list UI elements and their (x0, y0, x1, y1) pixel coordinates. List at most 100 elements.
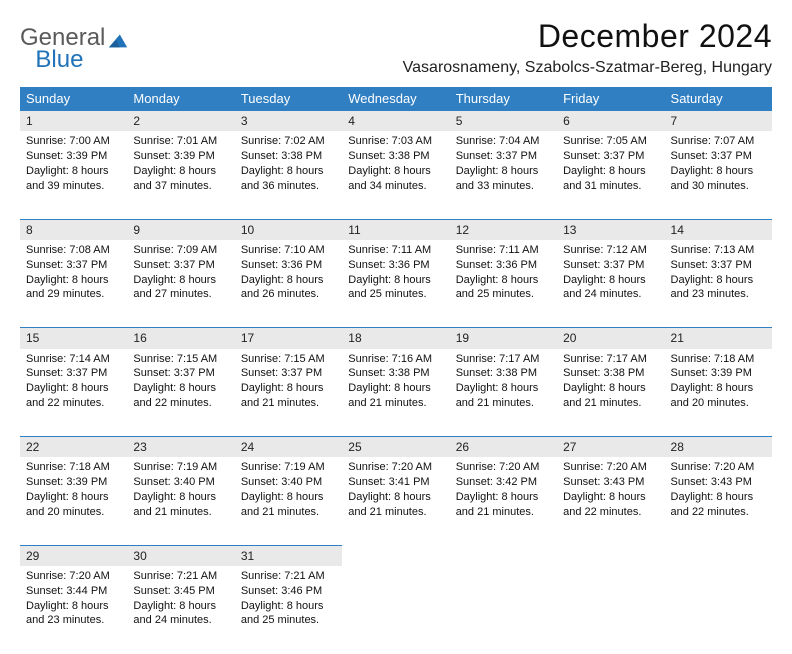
sunrise-line: Sunrise: 7:19 AM (241, 460, 336, 475)
calendar-table: SundayMondayTuesdayWednesdayThursdayFrid… (20, 87, 772, 654)
sunset-line: Sunset: 3:38 PM (456, 366, 551, 381)
day-detail-cell: Sunrise: 7:18 AMSunset: 3:39 PMDaylight:… (665, 349, 772, 437)
day-detail-cell: Sunrise: 7:04 AMSunset: 3:37 PMDaylight:… (450, 131, 557, 219)
daylight-line: Daylight: 8 hours and 36 minutes. (241, 164, 336, 194)
day-number-cell: 11 (342, 219, 449, 240)
day-number-cell: 10 (235, 219, 342, 240)
daylight-line: Daylight: 8 hours and 21 minutes. (348, 490, 443, 520)
daylight-line: Daylight: 8 hours and 34 minutes. (348, 164, 443, 194)
sunset-line: Sunset: 3:37 PM (26, 258, 121, 273)
daylight-line: Daylight: 8 hours and 21 minutes. (563, 381, 658, 411)
day-detail-cell: Sunrise: 7:09 AMSunset: 3:37 PMDaylight:… (127, 240, 234, 328)
daylight-line: Daylight: 8 hours and 23 minutes. (671, 273, 766, 303)
day-detail-cell (557, 566, 664, 654)
day-detail-cell: Sunrise: 7:15 AMSunset: 3:37 PMDaylight:… (127, 349, 234, 437)
sunset-line: Sunset: 3:37 PM (671, 258, 766, 273)
day-detail-cell: Sunrise: 7:08 AMSunset: 3:37 PMDaylight:… (20, 240, 127, 328)
day-detail-cell: Sunrise: 7:11 AMSunset: 3:36 PMDaylight:… (450, 240, 557, 328)
day-detail-cell: Sunrise: 7:20 AMSunset: 3:44 PMDaylight:… (20, 566, 127, 654)
sunset-line: Sunset: 3:46 PM (241, 584, 336, 599)
sunrise-line: Sunrise: 7:20 AM (671, 460, 766, 475)
day-number-cell: 1 (20, 111, 127, 132)
sunset-line: Sunset: 3:41 PM (348, 475, 443, 490)
day-detail-cell: Sunrise: 7:20 AMSunset: 3:41 PMDaylight:… (342, 457, 449, 545)
day-number-cell (665, 545, 772, 566)
sunset-line: Sunset: 3:37 PM (133, 366, 228, 381)
day-detail-cell: Sunrise: 7:18 AMSunset: 3:39 PMDaylight:… (20, 457, 127, 545)
daylight-line: Daylight: 8 hours and 22 minutes. (563, 490, 658, 520)
daylight-line: Daylight: 8 hours and 22 minutes. (671, 490, 766, 520)
sunset-line: Sunset: 3:38 PM (563, 366, 658, 381)
day-number-cell: 2 (127, 111, 234, 132)
day-detail-cell: Sunrise: 7:16 AMSunset: 3:38 PMDaylight:… (342, 349, 449, 437)
brand-logo: General Blue (20, 18, 83, 52)
sunset-line: Sunset: 3:38 PM (348, 366, 443, 381)
sunset-line: Sunset: 3:37 PM (133, 258, 228, 273)
sunset-line: Sunset: 3:39 PM (26, 149, 121, 164)
sunset-line: Sunset: 3:36 PM (456, 258, 551, 273)
day-number-cell (342, 545, 449, 566)
weekday-saturday: Saturday (665, 87, 772, 111)
day-detail-cell: Sunrise: 7:13 AMSunset: 3:37 PMDaylight:… (665, 240, 772, 328)
sunset-line: Sunset: 3:43 PM (563, 475, 658, 490)
day-detail-cell: Sunrise: 7:07 AMSunset: 3:37 PMDaylight:… (665, 131, 772, 219)
daylight-line: Daylight: 8 hours and 21 minutes. (241, 381, 336, 411)
daylight-line: Daylight: 8 hours and 25 minutes. (241, 599, 336, 629)
day-number-cell: 20 (557, 328, 664, 349)
daynum-row: 293031 (20, 545, 772, 566)
day-detail-cell: Sunrise: 7:19 AMSunset: 3:40 PMDaylight:… (235, 457, 342, 545)
day-detail-row: Sunrise: 7:14 AMSunset: 3:37 PMDaylight:… (20, 349, 772, 437)
day-number-cell: 28 (665, 437, 772, 458)
sunrise-line: Sunrise: 7:19 AM (133, 460, 228, 475)
weekday-thursday: Thursday (450, 87, 557, 111)
daylight-line: Daylight: 8 hours and 21 minutes. (348, 381, 443, 411)
sunset-line: Sunset: 3:40 PM (241, 475, 336, 490)
day-number-cell: 19 (450, 328, 557, 349)
daylight-line: Daylight: 8 hours and 23 minutes. (26, 599, 121, 629)
day-detail-cell: Sunrise: 7:03 AMSunset: 3:38 PMDaylight:… (342, 131, 449, 219)
weekday-sunday: Sunday (20, 87, 127, 111)
day-detail-cell: Sunrise: 7:17 AMSunset: 3:38 PMDaylight:… (450, 349, 557, 437)
sunrise-line: Sunrise: 7:09 AM (133, 243, 228, 258)
daylight-line: Daylight: 8 hours and 26 minutes. (241, 273, 336, 303)
daylight-line: Daylight: 8 hours and 39 minutes. (26, 164, 121, 194)
sunset-line: Sunset: 3:37 PM (456, 149, 551, 164)
day-number-cell: 3 (235, 111, 342, 132)
sunset-line: Sunset: 3:37 PM (241, 366, 336, 381)
daylight-line: Daylight: 8 hours and 22 minutes. (133, 381, 228, 411)
sunrise-line: Sunrise: 7:08 AM (26, 243, 121, 258)
sunrise-line: Sunrise: 7:15 AM (133, 352, 228, 367)
weekday-wednesday: Wednesday (342, 87, 449, 111)
day-number-cell: 4 (342, 111, 449, 132)
day-number-cell: 23 (127, 437, 234, 458)
daylight-line: Daylight: 8 hours and 25 minutes. (456, 273, 551, 303)
header: General Blue December 2024 Vasarosnameny… (20, 18, 772, 77)
day-detail-row: Sunrise: 7:18 AMSunset: 3:39 PMDaylight:… (20, 457, 772, 545)
day-detail-cell (342, 566, 449, 654)
location: Vasarosnameny, Szabolcs-Szatmar-Bereg, H… (403, 59, 772, 77)
day-number-cell: 9 (127, 219, 234, 240)
day-detail-cell: Sunrise: 7:21 AMSunset: 3:46 PMDaylight:… (235, 566, 342, 654)
day-detail-cell: Sunrise: 7:20 AMSunset: 3:43 PMDaylight:… (665, 457, 772, 545)
sunset-line: Sunset: 3:39 PM (26, 475, 121, 490)
weekday-tuesday: Tuesday (235, 87, 342, 111)
day-detail-cell: Sunrise: 7:00 AMSunset: 3:39 PMDaylight:… (20, 131, 127, 219)
day-detail-cell: Sunrise: 7:20 AMSunset: 3:42 PMDaylight:… (450, 457, 557, 545)
day-detail-cell: Sunrise: 7:05 AMSunset: 3:37 PMDaylight:… (557, 131, 664, 219)
sunset-line: Sunset: 3:43 PM (671, 475, 766, 490)
sunset-line: Sunset: 3:36 PM (241, 258, 336, 273)
daylight-line: Daylight: 8 hours and 22 minutes. (26, 381, 121, 411)
daylight-line: Daylight: 8 hours and 21 minutes. (456, 490, 551, 520)
sunrise-line: Sunrise: 7:20 AM (456, 460, 551, 475)
sunset-line: Sunset: 3:38 PM (241, 149, 336, 164)
day-detail-cell: Sunrise: 7:11 AMSunset: 3:36 PMDaylight:… (342, 240, 449, 328)
sunrise-line: Sunrise: 7:07 AM (671, 134, 766, 149)
sunrise-line: Sunrise: 7:11 AM (456, 243, 551, 258)
sunrise-line: Sunrise: 7:12 AM (563, 243, 658, 258)
sunrise-line: Sunrise: 7:11 AM (348, 243, 443, 258)
month-title: December 2024 (403, 18, 772, 55)
day-detail-cell (665, 566, 772, 654)
weekday-friday: Friday (557, 87, 664, 111)
daylight-line: Daylight: 8 hours and 24 minutes. (133, 599, 228, 629)
sunset-line: Sunset: 3:39 PM (133, 149, 228, 164)
